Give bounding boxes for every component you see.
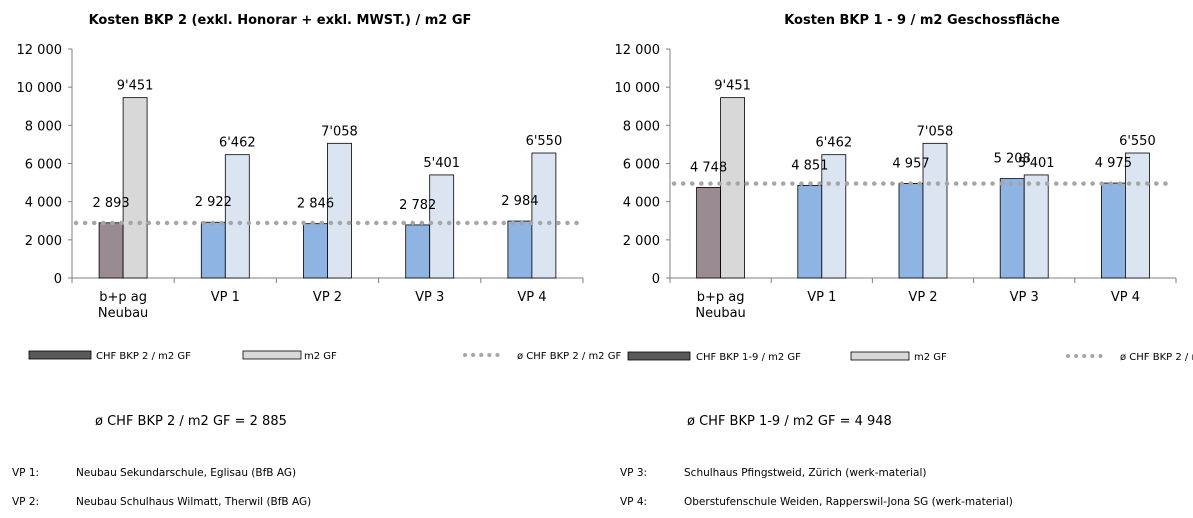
x-category-label: Neubau: [695, 306, 745, 321]
project-value: Schulhaus Pfingstweid, Zürich (werk-mate…: [684, 467, 927, 479]
legend-cost-label: CHF BKP 1-9 / m2 GF: [696, 352, 801, 363]
area-bar: [122, 97, 148, 279]
legend-cost-label: CHF BKP 2 / m2 GF: [96, 351, 191, 362]
x-category-label: VP 1: [807, 290, 836, 305]
x-category-label: VP 2: [313, 290, 342, 305]
area-bar: [1125, 152, 1150, 279]
x-category-label: Neubau: [98, 306, 148, 321]
cost-data-label: 2 846: [297, 197, 334, 212]
area-bar: [224, 154, 250, 279]
x-category-label: b+p ag: [99, 290, 147, 305]
y-tick-label: 10 000: [17, 81, 63, 96]
x-category-label: VP 4: [517, 290, 546, 305]
area-bar: [429, 174, 455, 279]
area-bar: [720, 97, 745, 279]
legend-area-label: m2 GF: [304, 351, 337, 362]
area-data-label: 7'058: [917, 124, 954, 139]
legend-area-swatch: [242, 350, 302, 360]
area-data-label: 7'058: [321, 124, 358, 139]
area-data-label: 5'401: [1018, 156, 1055, 171]
cost-data-label: 4 748: [690, 160, 727, 175]
cost-bar: [200, 221, 226, 279]
area-data-label: 9'451: [714, 79, 751, 94]
legend-area-swatch: [850, 351, 910, 361]
cost-bar: [898, 183, 924, 279]
y-tick-label: 8 000: [25, 119, 62, 134]
cost-data-label: 4 851: [791, 158, 828, 173]
project-vp3: VP 3: Schulhaus Pfingstweid, Zürich (werk…: [620, 467, 926, 479]
cost-data-label: 2 922: [195, 195, 232, 210]
legend-reference-label: ø CHF BKP 2 / m2 GF: [517, 351, 621, 362]
cost-bar: [797, 185, 823, 279]
cost-bar: [999, 178, 1025, 279]
project-key: VP 4:: [620, 496, 648, 508]
area-bar: [1023, 174, 1049, 279]
y-tick-label: 4 000: [25, 196, 62, 211]
cost-data-label: 5 208: [994, 152, 1031, 167]
project-key: VP 2:: [12, 496, 40, 508]
project-value: Neubau Sekundarschule, Eglisau (BfB AG): [76, 467, 297, 479]
area-data-label: 6'550: [1119, 134, 1156, 149]
project-value: Oberstufenschule Weiden, Rapperswil-Jona…: [684, 496, 1013, 508]
right-average-note: ø CHF BKP 1-9 / m2 GF = 4 948: [687, 414, 892, 429]
cost-data-label: 4 975: [1095, 156, 1132, 171]
x-category-label: VP 3: [1010, 290, 1039, 305]
y-tick-label: 6 000: [623, 158, 660, 173]
cost-bar: [405, 224, 431, 279]
legend-cost-swatch: [627, 351, 691, 361]
y-tick-label: 0: [652, 272, 660, 287]
y-tick-label: 10 000: [615, 81, 661, 96]
area-data-label: 9'451: [117, 79, 154, 94]
project-value: Neubau Schulhaus Wilmatt, Therwil (BfB A…: [76, 496, 312, 508]
area-data-label: 5'401: [423, 156, 460, 171]
legend-area-label: m2 GF: [914, 352, 947, 363]
chart-title: Kosten BKP 1 - 9 / m2 Geschossfläche: [784, 13, 1060, 28]
area-data-label: 6'462: [815, 136, 852, 151]
chart-title: Kosten BKP 2 (exkl. Honorar + exkl. MWST…: [89, 13, 472, 28]
cost-bar: [507, 220, 533, 279]
x-category-label: VP 3: [415, 290, 444, 305]
cost-data-label: 2 893: [92, 196, 129, 211]
area-bar: [922, 142, 948, 279]
cost-bar: [696, 186, 721, 279]
project-key: VP 1:: [12, 467, 40, 479]
x-category-label: VP 4: [1111, 290, 1140, 305]
y-tick-label: 12 000: [615, 43, 661, 58]
legend-cost-swatch: [28, 350, 92, 360]
x-category-label: VP 2: [908, 290, 937, 305]
cost-data-label: 2 984: [501, 194, 538, 209]
project-key: VP 3:: [620, 467, 648, 479]
project-vp1: VP 1: Neubau Sekundarschule, Eglisau (BfB…: [12, 467, 296, 479]
x-category-label: b+p ag: [697, 290, 745, 305]
cost-data-label: 2 782: [399, 198, 436, 213]
project-vp4: VP 4: Oberstufenschule Weiden, Rapperswil…: [620, 496, 1013, 508]
y-tick-label: 2 000: [25, 234, 62, 249]
cost-bar: [98, 222, 124, 279]
area-bar: [821, 154, 847, 279]
cost-bar: [1101, 182, 1126, 279]
cost-data-label: 4 957: [892, 156, 929, 171]
y-tick-label: 12 000: [17, 43, 63, 58]
left-average-note: ø CHF BKP 2 / m2 GF = 2 885: [95, 414, 287, 429]
y-tick-label: 6 000: [25, 158, 62, 173]
y-tick-label: 0: [54, 272, 62, 287]
cost-bar: [303, 223, 328, 279]
x-category-label: VP 1: [211, 290, 240, 305]
area-bar: [531, 152, 557, 279]
project-vp2: VP 2: Neubau Schulhaus Wilmatt, Therwil (…: [12, 496, 311, 508]
area-data-label: 6'550: [526, 134, 563, 149]
y-tick-label: 2 000: [623, 234, 660, 249]
legend-reference-label: ø CHF BKP 2 / m2 GF: [1120, 352, 1193, 363]
area-data-label: 6'462: [219, 136, 256, 151]
y-tick-label: 8 000: [623, 119, 660, 134]
area-bar: [327, 142, 352, 279]
y-tick-label: 4 000: [623, 196, 660, 211]
